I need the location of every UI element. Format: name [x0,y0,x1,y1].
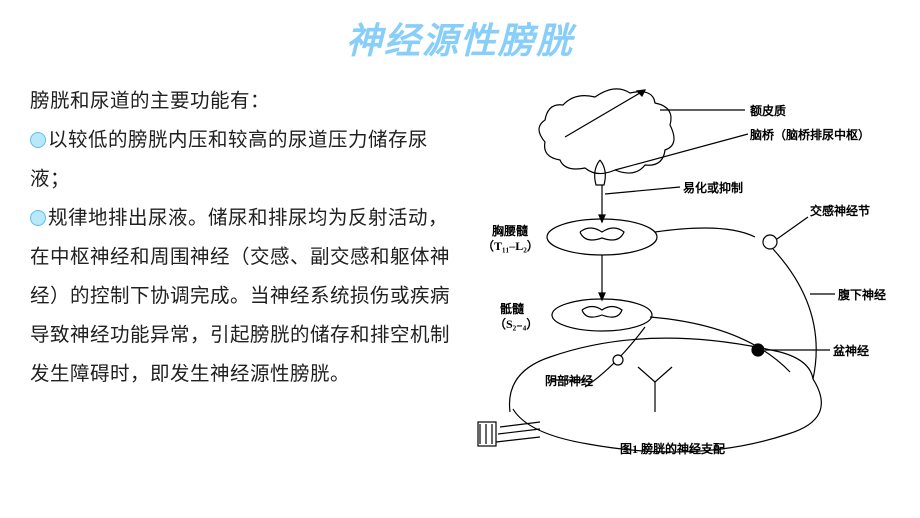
page-title: 神经源性膀胱 [0,0,920,64]
label-pons: 脑桥（脑桥排尿中枢） [750,126,870,143]
bullet-1-line: 以较低的膀胱内压和较高的尿道压力储存尿液； [30,121,460,199]
label-sacral-2: （S₂₋₄） [494,315,538,332]
label-sym-ganglion: 交感神经节 [810,202,870,219]
bladder-innervation-diagram: 额皮质 脑桥（脑桥排尿中枢） 易化或抑制 交感神经节 胸腰髓 （T₁₁–L₂） … [470,82,900,462]
diagram-column: 额皮质 脑桥（脑桥排尿中枢） 易化或抑制 交感神经节 胸腰髓 （T₁₁–L₂） … [460,82,900,462]
content-wrap: 膀胱和尿道的主要功能有： 以较低的膀胱内压和较高的尿道压力储存尿液； 规律地排出… [0,64,920,462]
bullet-2-text: 规律地排出尿液。储尿和排尿均为反射活动，在中枢神经和周围神经（交感、副交感和躯体… [30,208,450,385]
label-pudendal: 阴部神经 [545,372,593,389]
label-pelvic: 盆神经 [833,342,869,359]
circle-icon [30,132,46,148]
diagram-caption: 图1 膀胱的神经支配 [620,440,725,457]
text-column: 膀胱和尿道的主要功能有： 以较低的膀胱内压和较高的尿道压力储存尿液； 规律地排出… [30,82,460,462]
label-cortex: 额皮质 [750,102,786,119]
intro-line: 膀胱和尿道的主要功能有： [30,82,460,121]
label-tl-2: （T₁₁–L₂） [482,237,539,254]
label-hypogastric: 腹下神经 [838,286,886,303]
label-modulate: 易化或抑制 [683,179,743,196]
bullet-1-text: 以较低的膀胱内压和较高的尿道压力储存尿液； [30,130,428,190]
bullet-2-line: 规律地排出尿液。储尿和排尿均为反射活动，在中枢神经和周围神经（交感、副交感和躯体… [30,199,460,394]
circle-icon [30,210,46,226]
